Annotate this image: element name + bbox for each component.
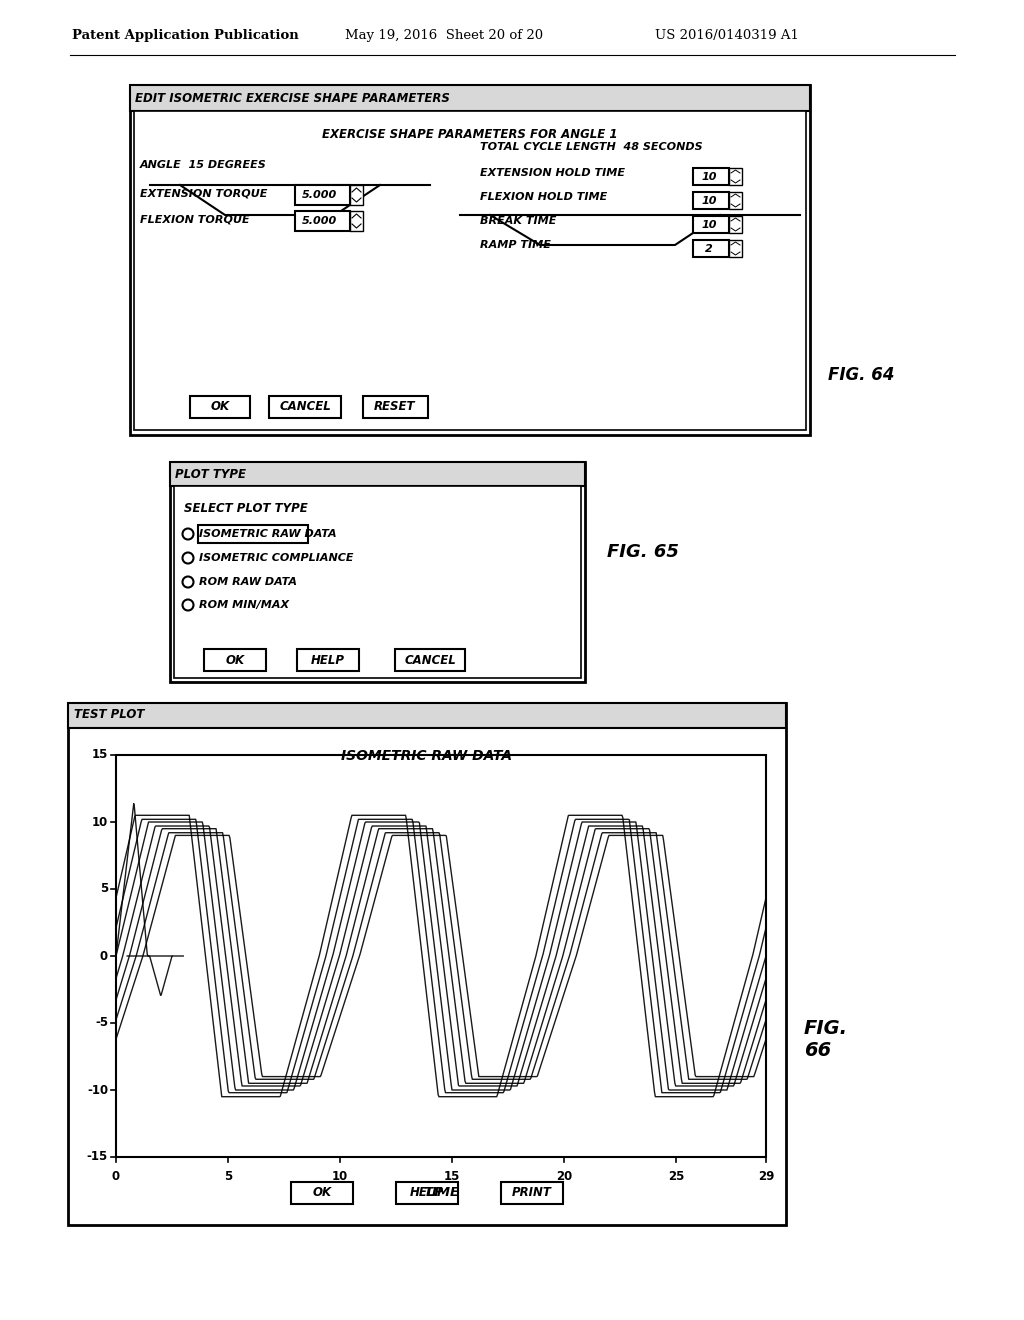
Text: 5.000: 5.000 — [301, 190, 337, 201]
Text: 25: 25 — [668, 1170, 684, 1183]
Text: FLEXION HOLD TIME: FLEXION HOLD TIME — [480, 191, 607, 202]
Bar — [350, 185, 362, 205]
Text: 2: 2 — [706, 243, 713, 253]
Text: ISOMETRIC RAW DATA: ISOMETRIC RAW DATA — [341, 748, 513, 763]
Text: 20: 20 — [556, 1170, 572, 1183]
Text: TIME: TIME — [423, 1185, 459, 1199]
Bar — [396, 1181, 458, 1204]
Text: BREAK TIME: BREAK TIME — [480, 216, 556, 226]
Text: 10: 10 — [701, 195, 717, 206]
Bar — [190, 396, 250, 418]
Bar — [170, 462, 585, 682]
Text: ROM MIN/MAX: ROM MIN/MAX — [199, 601, 289, 610]
Text: -5: -5 — [95, 1016, 108, 1030]
Text: HELP: HELP — [410, 1187, 444, 1200]
Bar — [729, 168, 742, 185]
Bar — [130, 84, 810, 436]
Bar — [174, 486, 581, 678]
Text: 10: 10 — [701, 172, 717, 181]
Bar — [295, 211, 350, 231]
Text: 10: 10 — [92, 816, 108, 829]
Bar — [501, 1181, 563, 1204]
Text: OK: OK — [211, 400, 229, 413]
Bar — [693, 168, 729, 185]
Text: EXERCISE SHAPE PARAMETERS FOR ANGLE 1: EXERCISE SHAPE PARAMETERS FOR ANGLE 1 — [323, 128, 617, 141]
Text: PRINT: PRINT — [512, 1187, 552, 1200]
Text: RESET: RESET — [374, 400, 416, 413]
Text: ISOMETRIC COMPLIANCE: ISOMETRIC COMPLIANCE — [199, 553, 353, 564]
Bar — [729, 191, 742, 209]
Text: ANGLE  15 DEGREES: ANGLE 15 DEGREES — [140, 160, 266, 170]
Bar — [350, 211, 362, 231]
Bar — [729, 240, 742, 257]
Text: ROM RAW DATA: ROM RAW DATA — [199, 577, 297, 587]
Bar — [204, 649, 266, 671]
Text: 15: 15 — [91, 748, 108, 762]
Text: 5: 5 — [224, 1170, 232, 1183]
Text: FLEXION TORQUE: FLEXION TORQUE — [140, 214, 250, 224]
Text: EDIT ISOMETRIC EXERCISE SHAPE PARAMETERS: EDIT ISOMETRIC EXERCISE SHAPE PARAMETERS — [135, 91, 450, 104]
Text: CANCEL: CANCEL — [280, 400, 331, 413]
Bar — [170, 462, 585, 486]
Text: EXTENSION HOLD TIME: EXTENSION HOLD TIME — [480, 168, 625, 178]
Text: FIG. 65: FIG. 65 — [607, 543, 679, 561]
Text: HELP: HELP — [311, 653, 345, 667]
Text: PLOT TYPE: PLOT TYPE — [175, 467, 246, 480]
Text: EXTENSION TORQUE: EXTENSION TORQUE — [140, 187, 267, 198]
Text: 5.000: 5.000 — [301, 216, 337, 226]
Bar — [68, 704, 786, 1225]
Bar — [729, 216, 742, 234]
Text: 5: 5 — [99, 883, 108, 895]
Text: 0: 0 — [112, 1170, 120, 1183]
Text: FIG. 64: FIG. 64 — [828, 366, 895, 384]
Text: 10: 10 — [332, 1170, 348, 1183]
Text: -10: -10 — [87, 1084, 108, 1097]
Bar — [693, 191, 729, 209]
Text: US 2016/0140319 A1: US 2016/0140319 A1 — [655, 29, 799, 41]
Text: 29: 29 — [758, 1170, 774, 1183]
Text: TOTAL CYCLE LENGTH  48 SECONDS: TOTAL CYCLE LENGTH 48 SECONDS — [480, 143, 702, 152]
Bar — [362, 396, 427, 418]
Text: TEST PLOT: TEST PLOT — [74, 709, 144, 722]
Text: 10: 10 — [701, 219, 717, 230]
Text: May 19, 2016  Sheet 20 of 20: May 19, 2016 Sheet 20 of 20 — [345, 29, 543, 41]
Bar — [68, 704, 786, 729]
Bar — [130, 84, 810, 111]
Text: OK: OK — [312, 1187, 332, 1200]
Text: SELECT PLOT TYPE: SELECT PLOT TYPE — [184, 502, 308, 515]
Bar — [116, 755, 766, 1158]
Bar — [134, 111, 806, 430]
Bar — [297, 649, 359, 671]
Text: CANCEL: CANCEL — [404, 653, 456, 667]
Bar — [269, 396, 341, 418]
Bar — [693, 240, 729, 257]
Text: 15: 15 — [444, 1170, 461, 1183]
Bar — [198, 525, 308, 543]
Text: 0: 0 — [100, 949, 108, 962]
Bar — [395, 649, 465, 671]
Text: ISOMETRIC RAW DATA: ISOMETRIC RAW DATA — [199, 529, 337, 539]
Text: -15: -15 — [87, 1151, 108, 1163]
Bar — [693, 216, 729, 234]
Bar — [295, 185, 350, 205]
Text: RAMP TIME: RAMP TIME — [480, 240, 551, 249]
Text: OK: OK — [225, 653, 245, 667]
Text: FIG.
66: FIG. 66 — [804, 1019, 848, 1060]
Bar — [291, 1181, 353, 1204]
Text: Patent Application Publication: Patent Application Publication — [72, 29, 299, 41]
